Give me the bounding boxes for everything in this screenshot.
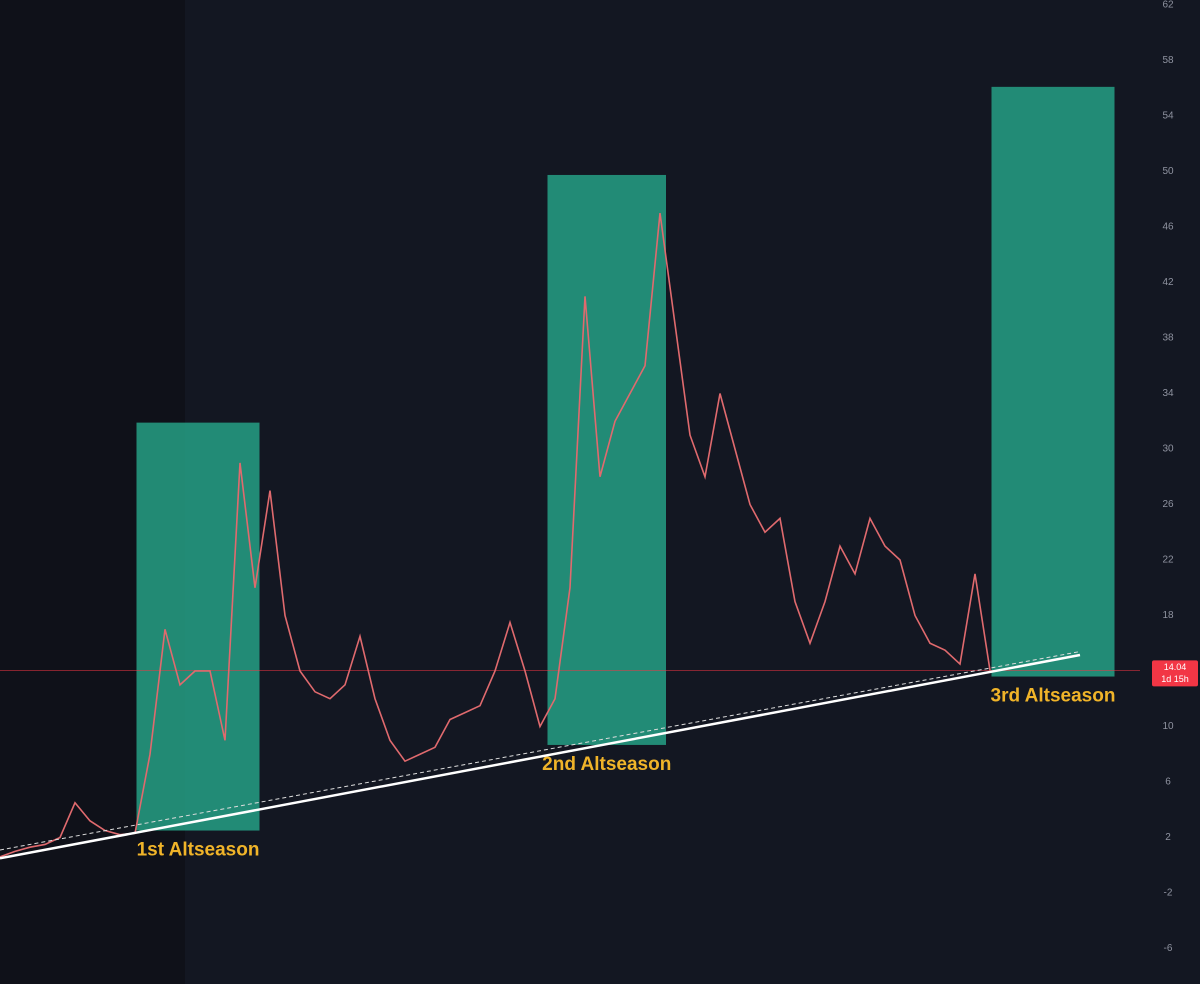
y-tick-label: 50: [1162, 166, 1174, 177]
altseason-label: 1st Altseason: [137, 840, 260, 861]
y-tick-label: 30: [1162, 444, 1174, 455]
altseason-label: 3rd Altseason: [991, 686, 1116, 707]
altseason-box: [991, 86, 1115, 677]
y-tick-label: -2: [1164, 888, 1173, 899]
y-tick-label: 38: [1162, 333, 1174, 344]
y-tick-label: 54: [1162, 111, 1174, 122]
price-tag-value: 14.04: [1164, 662, 1187, 672]
y-tick-label: 62: [1162, 0, 1174, 11]
y-tick-label: 10: [1162, 721, 1174, 732]
y-tick-label: 46: [1162, 222, 1174, 233]
price-line: [0, 213, 991, 858]
y-tick-label: 34: [1162, 388, 1174, 399]
trend-line: [0, 651, 1081, 851]
y-tick-label: 42: [1162, 277, 1174, 288]
y-tick-label: 18: [1162, 610, 1174, 621]
altseason-label: 2nd Altseason: [542, 754, 671, 775]
y-tick-label: 22: [1162, 555, 1174, 566]
trend-line: [0, 653, 1081, 860]
y-tick-label: 2: [1165, 832, 1171, 843]
y-tick-label: 6: [1165, 777, 1171, 788]
y-tick-label: 58: [1162, 55, 1174, 66]
altseason-box: [136, 422, 260, 831]
y-tick-label: -6: [1164, 943, 1173, 954]
y-tick-label: 26: [1162, 499, 1174, 510]
altseason-box: [547, 174, 666, 745]
price-tag: [1152, 660, 1198, 687]
price-tag-countdown: 1d 15h: [1161, 674, 1189, 684]
